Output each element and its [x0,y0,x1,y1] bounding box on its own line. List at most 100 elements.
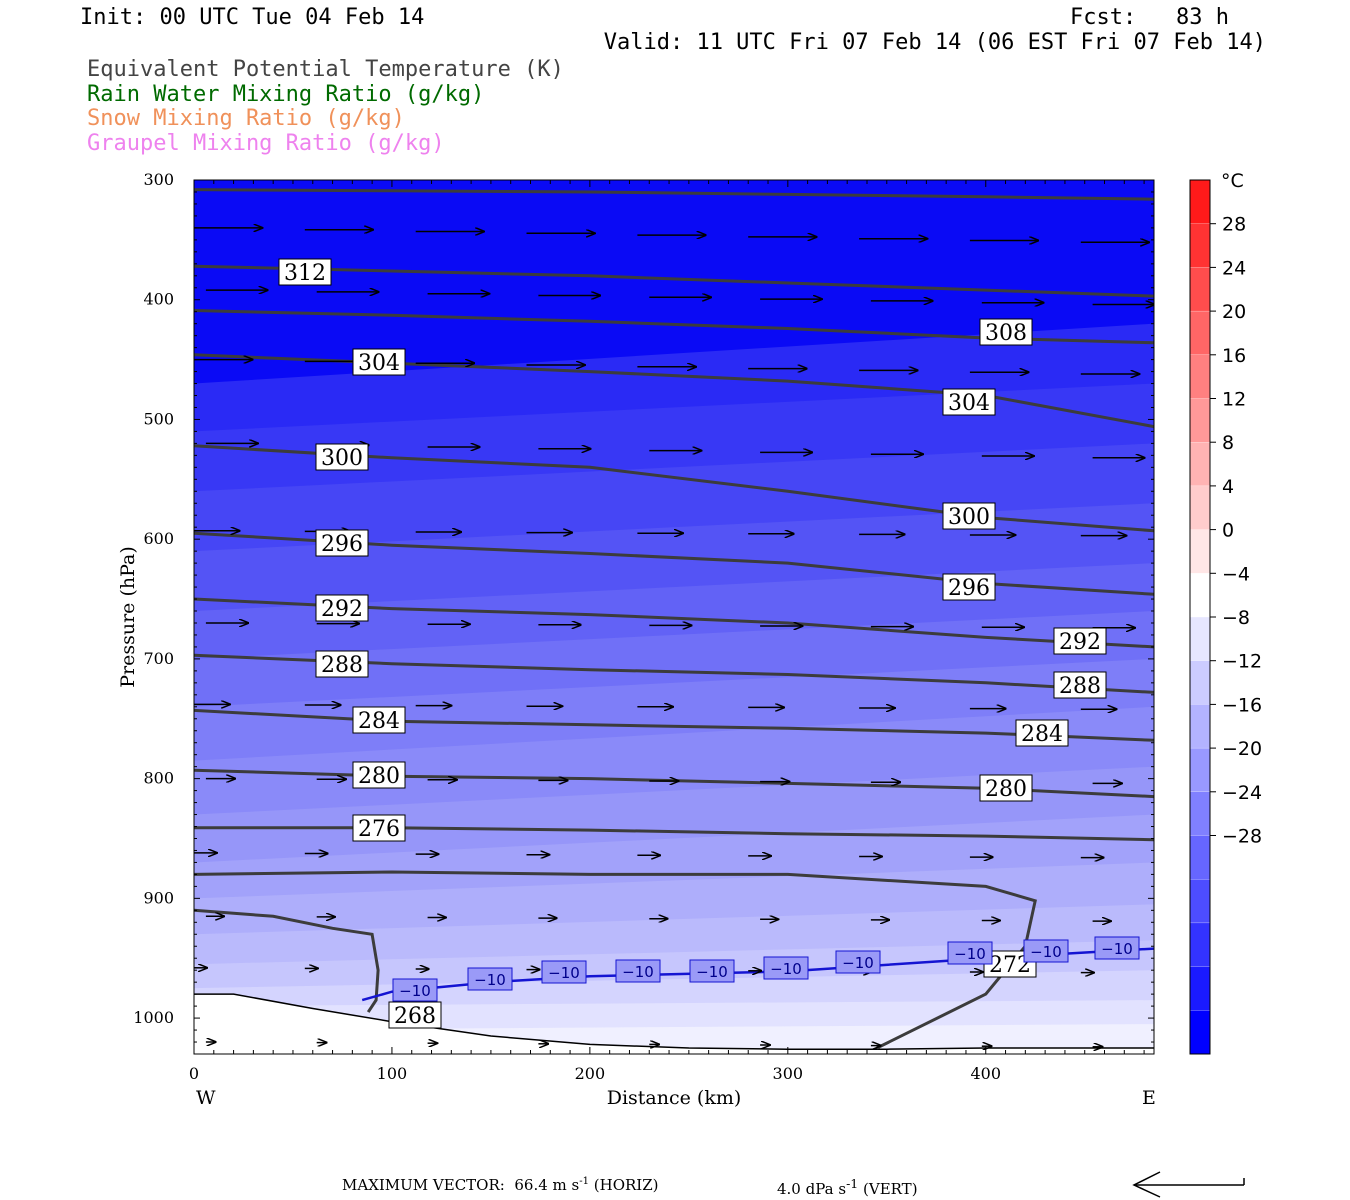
colorbar-tick-label: −4 [1222,563,1250,585]
colorbar-swatch [1189,835,1211,880]
y-tick-label: 900 [143,888,174,907]
colorbar: 28 24 20 16 12 8 4 0 −4 −8 −12 −16 −20 −24 −28 [1189,179,1262,1055]
colorbar-unit: °C [1221,170,1244,192]
temp-label-text: −10 [548,964,580,982]
theta-e-label-text: 312 [284,261,326,286]
theta-e-label-text: 292 [321,597,363,622]
valid-time: Valid: 11 UTC Fri 07 Feb 14 (06 EST Fri … [603,30,1266,55]
y-tick-label: 500 [143,409,174,428]
y-tick-label: 1000 [133,1008,174,1027]
colorbar-swatch [1189,966,1211,1011]
contour-labels: 312 308 304 304 300 300 296 296 292 292 288 288 284 2… [278,258,1140,1029]
vert-vector-footer: 4.0 dPa s-1 (VERT) [777,1176,918,1198]
horiz-sup: -1 [579,1176,589,1187]
colorbar-tick-label: −12 [1222,651,1262,673]
terrain [194,993,1154,1054]
temp-label-text: −10 [1101,940,1133,958]
theta-e-label: 296 [315,529,369,557]
temp-label-text: −10 [399,982,431,1000]
theta-e-label: 296 [942,573,996,601]
theta-e-label-text: 280 [358,764,400,789]
colorbar-tick-label: 0 [1222,520,1234,542]
theta-e-label: 304 [942,388,996,416]
temp-label-text: −10 [770,960,802,978]
theta-e-label-box [315,529,369,557]
x-tick-label: 100 [377,1064,408,1083]
theta-e-label: 284 [1015,719,1069,747]
temp-label-box [835,950,881,974]
theta-e-268 [194,870,1037,1050]
temp-label-box [467,967,513,991]
temp-label: −10 [541,960,587,984]
colorbar-swatch [1189,310,1211,356]
theta-e-label-text: 280 [985,777,1027,802]
theta-e-label-box [942,573,996,601]
colorbar-swatch [1189,223,1211,269]
temp-label-box [1094,936,1140,960]
theta-e-label-box [278,258,332,286]
theta-e-label-box [1053,671,1107,699]
plot-frame [193,179,1155,1055]
colorbar-tick-label: 28 [1222,214,1246,236]
temp-label-box [947,941,993,965]
colorbar-tick-label: −16 [1222,694,1262,716]
colorbar-tick-label: 24 [1222,257,1246,279]
colorbar-swatch [1189,354,1211,400]
colorbar-swatch [1189,398,1211,443]
theta-e-label: 300 [315,443,369,471]
theta-e-label: 304 [352,348,406,376]
colorbar-tick-label: −20 [1222,738,1262,760]
theta-e-label-text: 300 [948,505,990,530]
theta-e-label-box [315,443,369,471]
temp-label: −10 [1094,936,1140,960]
colorbar-swatch [1189,1010,1211,1055]
colorbar-swatch [1189,660,1211,706]
colorbar-tick-label: 12 [1222,389,1246,411]
y-axis-label: Pressure (hPa) [117,546,139,688]
theta-e-label: 292 [1053,627,1107,655]
theta-e-label-box [979,774,1033,802]
theta-e-label-box [388,1001,442,1029]
theta-e-label-box [352,814,406,842]
wind-vectors [194,228,1154,1047]
theta-e-label-text: 288 [1059,674,1101,699]
temp-label-text: −10 [474,971,506,989]
colorbar-tick-label: −8 [1222,607,1250,629]
colorbar-tick-label: −28 [1222,826,1262,848]
vert-value: 4.0 dPa s [777,1180,847,1198]
y-tick-label: 700 [143,649,174,668]
theta-e-label: 280 [979,774,1033,802]
horiz-value: 66.4 m s [514,1176,580,1194]
temp-label-box [689,959,735,983]
colorbar-swatch [1189,573,1211,618]
temp-label-box [763,956,809,980]
y-tick-label: 800 [143,769,174,788]
theta-e-label-box [315,650,369,678]
temp-label-box [392,978,438,1002]
terrain-line [194,993,1154,1050]
terrain-fill [194,994,1154,1054]
theta-e-label-box [942,388,996,416]
temp-label: −10 [763,956,809,980]
theta-e-label-text: 284 [358,709,400,734]
init-time: Init: 00 UTC Tue 04 Feb 14 [80,5,425,30]
forecast-hour: Fcst: 83 h [1070,5,1229,30]
axes: 300 400 500 600 700 800 900 1000 0 100 200 300 400 [133,170,1154,1083]
colorbar-tick-label: −24 [1222,782,1262,804]
temp-label-box [1023,939,1069,963]
east-label: E [1142,1087,1156,1109]
vert-sup: -1 [846,1176,859,1191]
theta-e-label: 292 [315,594,369,622]
theta-e-label-text: 304 [948,391,990,416]
theta-e-label: 288 [315,650,369,678]
temp-label-text: −10 [954,945,986,963]
temp-label: −10 [467,967,513,991]
theta-e-308 [194,264,1154,298]
temp-label: −10 [947,941,993,965]
theta-e-label-text: 296 [948,576,990,601]
theta-e-312 [194,188,1154,201]
theta-e-label-box [1015,719,1069,747]
temp-label: −10 [1023,939,1069,963]
theta-e-label-text: 308 [985,321,1027,346]
theta-e-label: 312 [278,258,332,286]
